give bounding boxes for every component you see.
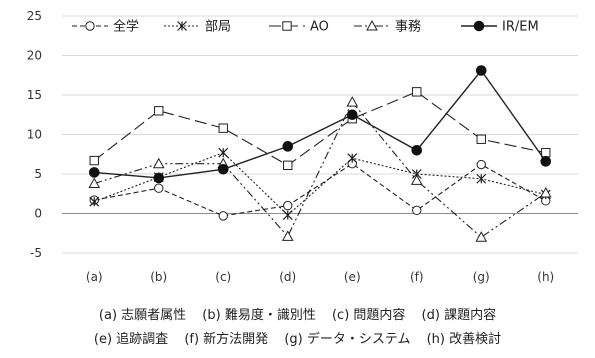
data-point <box>410 174 423 185</box>
data-point <box>475 65 487 76</box>
category-notes-line-1: (a) 志願者属性 (b) 難易度・識別性 (c) 問題内容 (d) 課題内容 <box>0 304 595 328</box>
x-tick-label: (h) <box>537 270 554 284</box>
data-point <box>85 21 95 31</box>
data-point <box>177 21 187 31</box>
series-line <box>94 152 546 216</box>
data-point <box>282 210 293 221</box>
data-point <box>154 106 164 116</box>
y-tick-label: 10 <box>27 128 42 142</box>
data-point <box>541 147 551 158</box>
x-tick-label: (f) <box>410 270 424 284</box>
data-point <box>283 200 293 211</box>
data-point <box>153 172 165 184</box>
data-point <box>346 96 359 107</box>
y-tick-label: 20 <box>27 49 42 63</box>
legend-item: 部局 <box>164 20 231 35</box>
data-point <box>218 211 228 221</box>
y-tick-label: -5 <box>30 246 42 260</box>
data-point <box>88 177 101 188</box>
y-tick-label: 5 <box>34 167 42 181</box>
x-tick-label: (c) <box>215 270 231 284</box>
series-IR/EM <box>88 65 552 184</box>
note-c: (c) 問題内容 <box>331 308 406 323</box>
data-point <box>540 156 552 167</box>
data-point <box>411 145 423 156</box>
legend-label: 事務 <box>395 20 421 35</box>
note-f: (f) 新方法開発 <box>184 332 269 347</box>
series-line <box>93 91 546 166</box>
legend-label: IR/EM <box>502 20 539 35</box>
data-point <box>218 123 228 133</box>
data-point <box>283 160 293 171</box>
note-a: (a) 志願者属性 <box>98 308 187 323</box>
series-line <box>94 69 547 179</box>
x-tick-label: (e) <box>344 270 361 284</box>
data-point <box>412 205 422 216</box>
x-tick-label: (d) <box>279 270 296 284</box>
series-全学 <box>89 159 551 221</box>
legend-item: 全学 <box>72 19 139 35</box>
x-tick-label: (g) <box>473 270 490 284</box>
data-point <box>347 153 358 164</box>
line-chart: -5 0 5 10 15 20 25 (a) (b) (c) (d) (e) (f) (g) (h) 全学 部… <box>27 9 578 284</box>
data-point <box>282 21 292 31</box>
data-point <box>412 87 422 97</box>
gridlines <box>62 15 578 254</box>
note-e: (e) 追跡調査 <box>93 332 169 347</box>
data-point <box>475 231 488 242</box>
series-line <box>94 101 547 238</box>
data-point <box>281 230 294 241</box>
data-point <box>476 134 486 144</box>
series-事務 <box>88 96 552 242</box>
legend-label: 全学 <box>113 19 139 35</box>
legend: 全学 部局 AO 事務 IR/EM <box>72 19 539 35</box>
x-tick-label: (a) <box>86 270 103 284</box>
tick-labels: -5 0 5 10 15 20 25 (a) (b) (c) (d) (e) (f) (g) (h) <box>27 9 555 284</box>
data-point <box>282 141 294 152</box>
series-部局 <box>89 147 551 221</box>
data-point <box>473 20 485 32</box>
legend-label: AO <box>310 20 329 35</box>
legend-item: AO <box>269 20 329 35</box>
y-tick-label: 15 <box>27 88 42 102</box>
data-point <box>152 157 165 169</box>
y-tick-label: 0 <box>34 207 42 221</box>
y-tick-label: 25 <box>27 9 42 23</box>
data-point <box>366 19 378 31</box>
data-point <box>88 167 100 178</box>
legend-label: 部局 <box>205 20 231 35</box>
note-d: (d) 課題内容 <box>421 308 497 323</box>
note-g: (g) データ・システム <box>284 332 411 347</box>
note-h: (h) 改善検討 <box>426 332 502 347</box>
data-point <box>218 147 229 158</box>
data-point <box>89 196 100 207</box>
data-point <box>476 159 486 170</box>
series-layer <box>88 65 552 242</box>
data-point <box>539 186 552 198</box>
legend-item: IR/EM <box>461 20 539 35</box>
data-point <box>217 163 229 175</box>
data-point <box>154 183 164 193</box>
data-point <box>346 109 358 121</box>
legend-item: 事務 <box>354 20 421 35</box>
note-b: (b) 難易度・識別性 <box>202 308 316 323</box>
category-notes-line-2: (e) 追跡調査 (f) 新方法開発 (g) データ・システム (h) 改善検討 <box>0 328 595 352</box>
x-tick-label: (b) <box>150 270 167 284</box>
data-point <box>89 155 99 166</box>
data-point <box>476 173 487 184</box>
series-AO <box>89 87 551 171</box>
